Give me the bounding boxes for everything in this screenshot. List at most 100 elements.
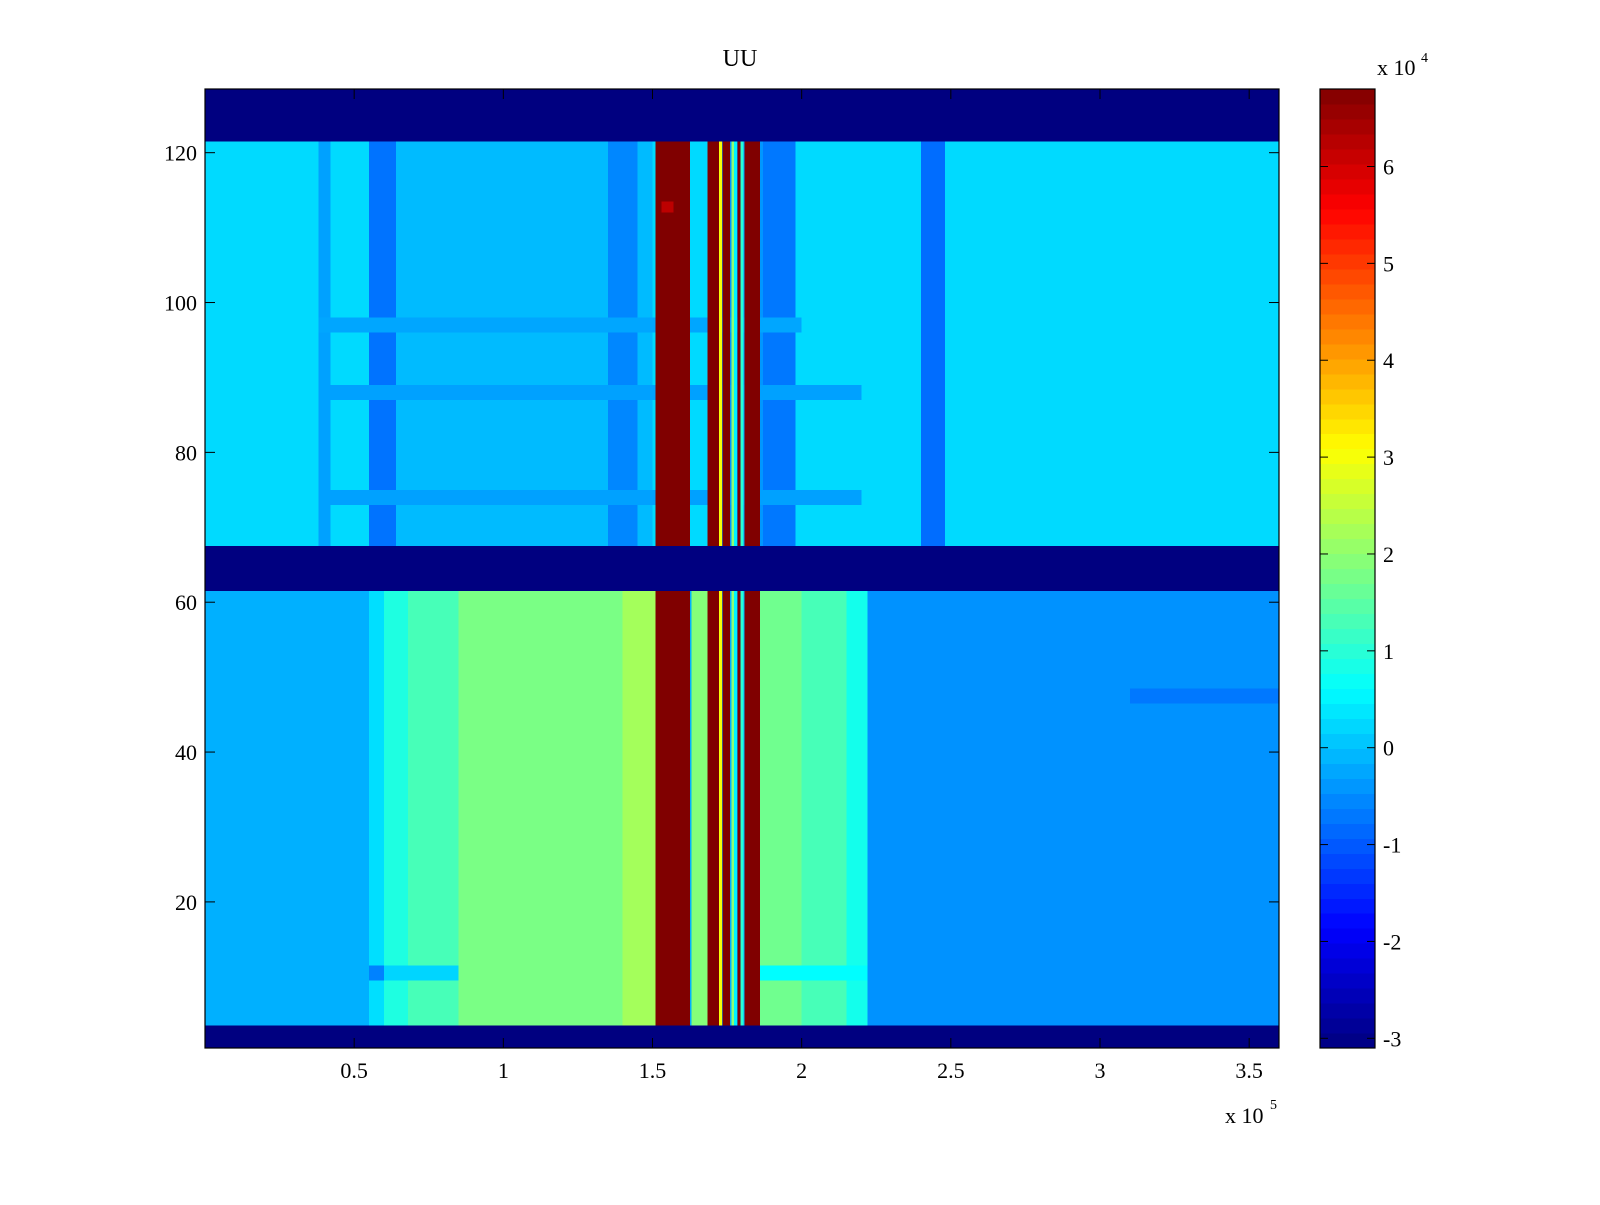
- heatmap-row-band: [205, 546, 1279, 591]
- colorbar-tick-label: 3: [1383, 445, 1394, 470]
- colorbar-step: [1320, 763, 1375, 779]
- colorbar-step: [1320, 898, 1375, 914]
- colorbar-step: [1320, 553, 1375, 570]
- heatmap-row-band: [205, 89, 1279, 142]
- colorbar-step: [1320, 103, 1375, 120]
- colorbar-tick-label: 5: [1383, 251, 1394, 276]
- y-tick-label: 20: [175, 890, 197, 915]
- heatmap-thin-column: [740, 141, 744, 547]
- heatmap-thin-column: [719, 141, 723, 547]
- heatmap-row-stripe: [759, 965, 868, 981]
- colorbar-multiplier-exponent: 4: [1421, 51, 1428, 66]
- heatmap-saturated-column: [707, 141, 720, 547]
- colorbar-step: [1320, 388, 1375, 405]
- heatmap-column-block: [369, 590, 384, 1026]
- colorbar-step: [1320, 208, 1375, 225]
- colorbar-step: [1320, 718, 1375, 734]
- plot-frame: [204, 88, 1280, 1049]
- colorbar-step: [1320, 313, 1375, 330]
- x-multiplier-label: x 10: [1225, 1103, 1264, 1128]
- heatmap-thin-column: [731, 141, 735, 547]
- colorbar-tick-label: 2: [1383, 542, 1394, 567]
- colorbar-step: [1320, 793, 1375, 809]
- colorbar-step: [1320, 133, 1375, 150]
- x-tick-label: 2.5: [937, 1058, 965, 1083]
- x-tick-label: 1: [498, 1058, 509, 1083]
- heatmap-row-stripe: [318, 384, 862, 400]
- y-tick-label: 60: [175, 590, 197, 615]
- heatmap-saturated-column: [722, 590, 731, 1026]
- colorbar-tick-label: 0: [1383, 736, 1394, 761]
- colorbar-step: [1320, 418, 1375, 435]
- colorbar-step: [1320, 583, 1375, 600]
- colorbar-step: [1320, 403, 1375, 420]
- colorbar-tick-label: 4: [1383, 348, 1394, 373]
- heatmap-column-block: [318, 141, 331, 547]
- colorbar-step: [1320, 148, 1375, 165]
- colorbar-step: [1320, 328, 1375, 345]
- chart-title: UU: [723, 46, 758, 72]
- colorbar-step: [1320, 748, 1375, 764]
- colorbar-step: [1320, 733, 1375, 749]
- heatmap-column-block: [458, 590, 623, 1026]
- heatmap-saturated-column: [707, 590, 720, 1026]
- heatmap-column-block: [921, 141, 945, 547]
- colorbar-step: [1320, 193, 1375, 210]
- colorbar-step: [1320, 268, 1375, 285]
- heatmap-column-block: [691, 590, 710, 1026]
- colorbar-step: [1320, 118, 1375, 135]
- colorbar-step: [1320, 523, 1375, 540]
- colorbar-step: [1320, 343, 1375, 360]
- heatmap-saturated-column: [744, 141, 760, 547]
- heatmap-saturated-column: [744, 590, 760, 1026]
- x-tick-label: 1.5: [639, 1058, 667, 1083]
- heatmap-column-block: [867, 590, 1279, 1026]
- colorbar-step: [1320, 253, 1375, 270]
- x-multiplier-exponent: 5: [1270, 1098, 1277, 1113]
- colorbar-step: [1320, 943, 1375, 959]
- heatmap-thin-column: [731, 590, 735, 1026]
- colorbar-step: [1320, 853, 1375, 869]
- heatmap-column-block: [407, 590, 459, 1026]
- heatmap-column-block: [801, 590, 847, 1026]
- heatmap-column-block: [369, 141, 396, 547]
- colorbar-step: [1320, 1018, 1375, 1034]
- colorbar-step: [1320, 973, 1375, 989]
- heatmap-thin-column: [733, 141, 737, 547]
- colorbar-step: [1320, 238, 1375, 255]
- colorbar-step: [1320, 358, 1375, 375]
- colorbar-step: [1320, 823, 1375, 839]
- heatmap-thin-column: [733, 590, 737, 1026]
- heatmap-column-block: [607, 141, 638, 547]
- colorbar-step: [1320, 283, 1375, 300]
- x-tick-label: 2: [796, 1058, 807, 1083]
- colorbar-step: [1320, 1033, 1375, 1049]
- colorbar-step: [1320, 628, 1375, 645]
- colorbar-step: [1320, 658, 1375, 674]
- colorbar-step: [1320, 493, 1375, 510]
- heatmap-saturated-column: [655, 590, 690, 1026]
- colorbar-step: [1320, 673, 1375, 689]
- heatmap-cells: [205, 89, 1279, 1048]
- heatmap-saturated-column: [722, 141, 731, 547]
- colorbar-step: [1320, 508, 1375, 525]
- colorbar-step: [1320, 89, 1375, 105]
- heatmap-column-block: [762, 141, 796, 547]
- colorbar-tick-label: 1: [1383, 639, 1394, 664]
- colorbar-tick-label: -3: [1383, 1026, 1401, 1051]
- colorbar-step: [1320, 178, 1375, 195]
- heatmap-thin-column: [737, 141, 741, 547]
- heatmap-thin-column: [740, 590, 744, 1026]
- colorbar-step: [1320, 928, 1375, 944]
- colorbar-step: [1320, 448, 1375, 465]
- y-tick-label: 120: [164, 141, 197, 166]
- colorbar-step: [1320, 868, 1375, 884]
- colorbar-multiplier-label: x 10: [1377, 55, 1416, 80]
- colorbar-step: [1320, 838, 1375, 854]
- axes-layer: 0.5 1 1.5 2 2.5 3 3.5 20 40 60 80 100 120 -3 -2 -1 0 1 2 3 4…: [164, 88, 1401, 1083]
- colorbar-step: [1320, 463, 1375, 480]
- colorbar-step: [1320, 538, 1375, 555]
- colorbar-step: [1320, 958, 1375, 974]
